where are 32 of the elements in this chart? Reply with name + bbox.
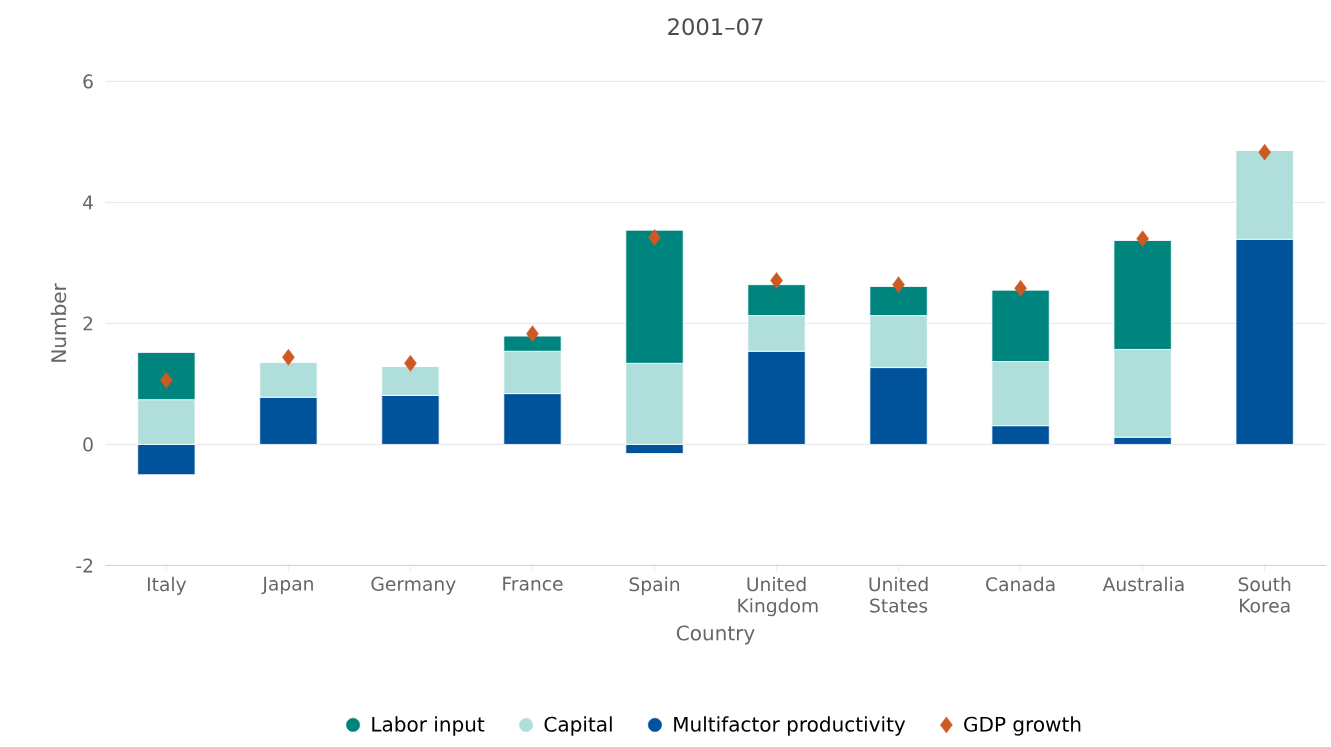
x-tick-label: South Korea	[1238, 576, 1291, 613]
x-tick-label: Australia	[1102, 576, 1184, 592]
x-tick-label: Italy	[147, 576, 187, 595]
point	[1136, 230, 1149, 248]
point	[1258, 143, 1271, 161]
x-tick-label: Japan	[261, 576, 313, 595]
y-tick-label: -2	[76, 558, 93, 573]
legend-label: Capital	[544, 716, 612, 736]
x-tick-label: United States	[869, 576, 928, 613]
x-tick-label: Spain	[629, 576, 680, 595]
point	[648, 229, 661, 246]
point	[1014, 280, 1027, 297]
y-tick-label: 4	[83, 195, 93, 210]
x-tick-label: France	[503, 576, 563, 591]
x-tick-label: Canada	[986, 576, 1055, 592]
point	[282, 349, 295, 366]
y-axis-title: Number	[50, 283, 67, 362]
legend-label: Labor input	[372, 716, 485, 736]
point	[526, 325, 539, 343]
x-axis-title: Country	[676, 625, 755, 645]
x-tick-label: United Kingdom	[738, 576, 818, 617]
y-tick-label: 0	[83, 437, 93, 452]
point	[404, 355, 417, 372]
legend-label: Multifactor productivity	[674, 716, 906, 736]
legend-label: GDP growth	[964, 716, 1081, 736]
x-tick-label: Germany	[371, 576, 456, 595]
point	[892, 276, 905, 294]
point	[770, 272, 783, 289]
point	[160, 372, 173, 389]
chart-title: 2001–07	[668, 18, 763, 36]
y-tick-label: 2	[83, 316, 93, 331]
y-tick-label: 6	[83, 74, 93, 89]
